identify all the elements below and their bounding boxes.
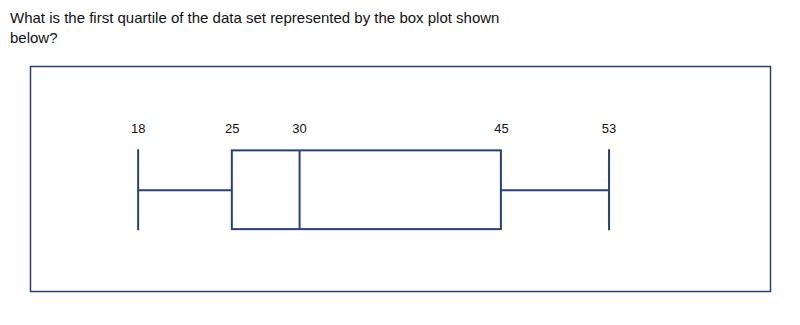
html-text:What is the first quartile of: What is the first quartile of the data s… xyxy=(10,9,500,46)
svg-text:53: 53 xyxy=(602,121,616,136)
svg-text:45: 45 xyxy=(494,121,508,136)
svg-text:18: 18 xyxy=(131,121,145,136)
svg-text:30: 30 xyxy=(292,121,306,136)
svg-text:25: 25 xyxy=(225,121,239,136)
